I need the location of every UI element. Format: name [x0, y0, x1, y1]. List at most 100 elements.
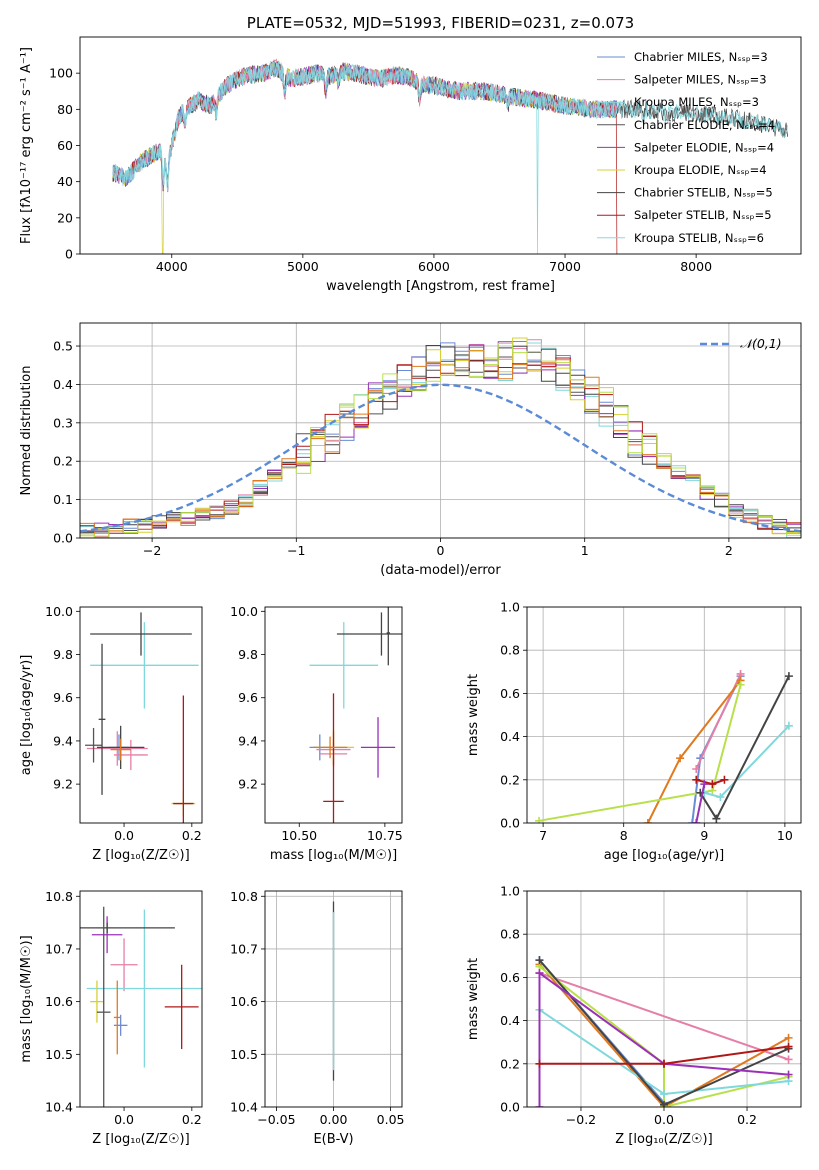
- legend-label: Chabrier ELODIE, Nₛₛₚ=4: [634, 118, 775, 132]
- panel-mass_weight_vs_age: 7 8 9 10 0.0 0.2 0.4 0.6 0.8 1.0 age [log₁₀(age/yr…: [466, 600, 802, 863]
- plot-area: [112, 58, 788, 254]
- errorbar-point: [386, 607, 391, 666]
- y-tick-label: 0.6: [500, 970, 520, 985]
- errorbar-point: [113, 980, 121, 1055]
- y-tick-label: 9.2: [53, 777, 73, 792]
- y-tick-label: 10.4: [45, 1100, 73, 1115]
- y-tick-label: 9.6: [238, 690, 258, 705]
- errorbar-point: [164, 964, 199, 1050]
- x-tick-label: 0: [437, 543, 445, 558]
- data-marker: [692, 775, 701, 784]
- data-marker: [784, 1042, 793, 1051]
- y-tick-label: 80: [57, 102, 73, 117]
- errorbar-point: [312, 736, 348, 759]
- errorbar-point: [336, 612, 402, 656]
- legend-label: 𝒩(0,1): [740, 336, 782, 351]
- mass-weight-line: [691, 675, 742, 823]
- data-marker: [736, 680, 745, 689]
- x-tick-label: 1: [581, 543, 589, 558]
- x-axis-label: wavelength [Angstrom, rest frame]: [326, 279, 555, 294]
- histogram-step: [80, 342, 801, 538]
- x-axis-label: Z [log₁₀(Z/Z☉)]: [615, 1132, 712, 1147]
- errorbar-point: [90, 622, 199, 709]
- spectrum-line-2: [112, 61, 618, 254]
- x-tick-label: 0.00: [320, 1112, 348, 1127]
- errorbar-point: [173, 695, 194, 823]
- data-marker: [784, 1055, 793, 1064]
- data-marker: [535, 969, 544, 978]
- x-axis-label: Z [log₁₀(Z/Z☉)]: [92, 1132, 189, 1147]
- y-tick-label: 0.3: [53, 415, 73, 430]
- spectrum-line-8: [112, 60, 788, 186]
- x-tick-label: 10: [777, 828, 793, 843]
- errorbar-point: [113, 739, 148, 771]
- x-tick-label: 2: [725, 543, 733, 558]
- legend-label: Kroupa MILES, Nₛₛₚ=3: [634, 95, 759, 109]
- y-tick-label: 20: [57, 210, 73, 225]
- x-axis-label: age [log₁₀(age/yr)]: [604, 848, 725, 863]
- legend: Chabrier MILES, Nₛₛₚ=3 Salpeter MILES, Nₛ…: [597, 50, 775, 245]
- mass-weight-line: [538, 971, 789, 1107]
- errorbar-point: [323, 693, 344, 823]
- y-tick-label: 10.0: [45, 604, 73, 619]
- x-tick-label: 6000: [418, 259, 450, 274]
- x-tick-label: 4000: [156, 259, 188, 274]
- axes-frame: [79, 322, 802, 539]
- data-marker: [535, 1103, 544, 1107]
- x-axis-label: (data-model)/error: [380, 563, 501, 578]
- data-marker: [712, 814, 721, 823]
- y-tick-label: 1.0: [500, 884, 520, 899]
- x-tick-label: 7: [539, 828, 547, 843]
- plot-area: [80, 906, 202, 1107]
- y-tick-label: 0.4: [500, 729, 520, 744]
- y-axis-label: Flux [fλ10⁻¹⁷ erg cm⁻² s⁻¹ A⁻¹]: [19, 47, 34, 244]
- y-tick-label: 0.2: [500, 1056, 520, 1071]
- y-tick-label: 100: [49, 66, 73, 81]
- histogram-step: [80, 350, 801, 538]
- x-tick-label: 0.2: [737, 1112, 757, 1127]
- panel-mass_vs_EBV: −0.05 0.00 0.05 10.4 10.5 10.6 10.7 10.8 E(B-V): [230, 889, 404, 1147]
- data-marker: [708, 780, 717, 789]
- data-marker: [700, 780, 709, 789]
- panel-spectrum: 4000 5000 6000 7000 8000 0 20 40 60 80 100 waveleng…: [19, 14, 802, 294]
- errorbar-point: [309, 622, 379, 709]
- x-tick-label: 0.0: [114, 1112, 134, 1127]
- data-marker: [784, 672, 793, 681]
- panel-residuals: −2 −1 0 1 2 0.0 0.1 0.2 0.3 0.4 0.5 (data-model)/er…: [19, 322, 802, 578]
- y-tick-label: 10.6: [45, 994, 73, 1009]
- y-tick-label: 10.5: [230, 1047, 258, 1062]
- x-tick-label: 7000: [549, 259, 581, 274]
- mass-weight-line: [538, 965, 789, 1107]
- plot-area: [265, 891, 402, 1107]
- y-tick-label: 10.8: [45, 889, 73, 904]
- errorbar-point: [360, 717, 396, 778]
- legend-label: Chabrier STELIB, Nₛₛₚ=5: [634, 186, 773, 200]
- errorbar-point: [80, 922, 175, 934]
- axes-frame: [526, 890, 802, 1108]
- data-marker: [720, 775, 729, 784]
- x-axis-label: Z [log₁₀(Z/Z☉)]: [92, 848, 189, 863]
- x-tick-label: 10.50: [281, 828, 317, 843]
- gaussian-curve: [80, 383, 801, 533]
- x-tick-label: −1: [287, 543, 305, 558]
- x-tick-label: 0.0: [654, 1112, 674, 1127]
- axes-frame: [79, 36, 802, 255]
- axes-frame: [79, 606, 203, 824]
- errorbar-point: [86, 909, 202, 1068]
- y-tick-label: 0.4: [53, 377, 73, 392]
- x-tick-label: 5000: [287, 259, 319, 274]
- errorbar-point: [91, 916, 123, 954]
- legend-label: Kroupa STELIB, Nₛₛₚ=6: [634, 231, 764, 245]
- x-tick-label: −2: [143, 543, 161, 558]
- mass-weight-line: [538, 684, 742, 822]
- errorbar-point: [110, 738, 131, 761]
- mass-weight-line: [539, 972, 789, 1061]
- legend-label: Salpeter MILES, Nₛₛₚ=3: [634, 73, 767, 87]
- y-tick-label: 1.0: [500, 600, 520, 615]
- spectrum-line-1: [112, 58, 618, 186]
- plot-area: [309, 607, 402, 823]
- axes-frame: [264, 606, 403, 824]
- plot-area: [85, 612, 199, 823]
- plot-area: [527, 891, 801, 1107]
- y-tick-label: 0.5: [53, 339, 73, 354]
